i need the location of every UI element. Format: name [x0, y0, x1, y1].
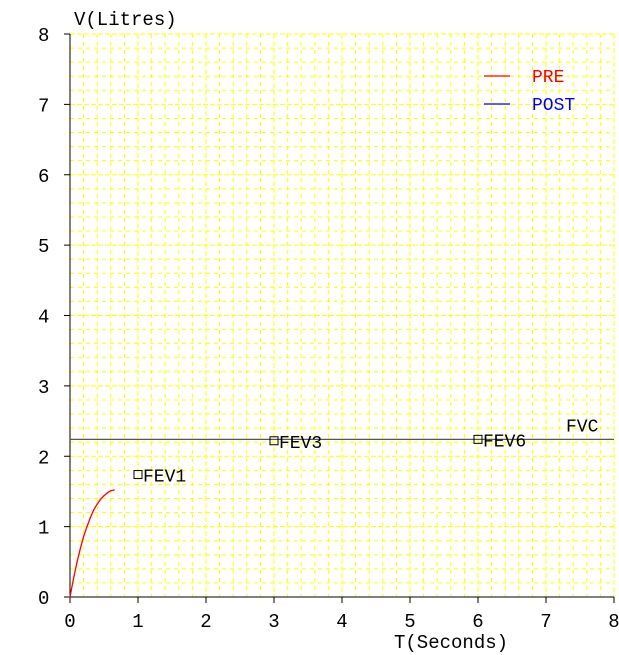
data-point: [110, 490, 112, 492]
marker-fev6-box: [473, 434, 483, 444]
data-point: [113, 489, 115, 491]
data-point: [100, 498, 102, 500]
x-tick-label: 6: [472, 611, 483, 633]
y-tick-label: 3: [38, 377, 49, 399]
data-point: [106, 492, 108, 494]
legend: PRE POST: [484, 68, 575, 116]
x-tick-label: 2: [200, 611, 211, 633]
x-tick-label: 1: [132, 611, 143, 633]
marker-fev3-box: [269, 436, 279, 446]
y-tick-label: 6: [38, 166, 49, 188]
data-point: [96, 503, 98, 505]
x-axis-label: T(Seconds): [394, 632, 508, 654]
data-point: [103, 495, 105, 497]
y-tick-label: 5: [38, 236, 49, 258]
y-tick-label: 7: [38, 95, 49, 117]
data-point: [73, 575, 75, 577]
data-point: [71, 585, 73, 588]
fvc-reference: FVC: [70, 417, 614, 440]
legend-label-pre: PRE: [532, 68, 564, 88]
data-point: [93, 509, 95, 511]
x-tick-label: 5: [404, 611, 415, 633]
y-tick-label: 2: [38, 447, 49, 469]
x-tick-label: 3: [268, 611, 279, 633]
series: [69, 489, 115, 598]
series-line-pre: [69, 489, 115, 598]
grid: [69, 33, 615, 598]
x-tick-label: 4: [336, 611, 347, 633]
x-tick-label: 0: [64, 611, 75, 633]
y-tick-label: 4: [38, 307, 49, 329]
marker-fev6-label: FEV6: [483, 432, 526, 452]
data-point: [86, 526, 88, 528]
data-point: [89, 516, 91, 519]
x-tick-label: 8: [608, 611, 619, 633]
data-point: [83, 535, 85, 538]
axes: 0 1 2 3 4 5 6 7 8 0 1 2 3 4 5 6 7 8: [38, 25, 619, 633]
data-point: [79, 548, 81, 550]
y-tick-label: 0: [38, 588, 49, 610]
y-tick-label: 1: [38, 518, 49, 540]
x-tick-label: 7: [540, 611, 551, 633]
legend-label-post: POST: [532, 96, 575, 116]
data-point: [69, 596, 71, 598]
y-tick-label: 8: [38, 25, 49, 47]
markers: FEV1 FEV3 FEV6: [133, 432, 526, 488]
marker-fev1-box: [133, 470, 143, 480]
y-axis-label: V(Litres): [74, 9, 177, 31]
fvc-label: FVC: [566, 417, 599, 437]
marker-fev1-label: FEV1: [143, 468, 186, 488]
marker-fev3-label: FEV3: [279, 434, 322, 454]
data-point: [76, 562, 78, 564]
